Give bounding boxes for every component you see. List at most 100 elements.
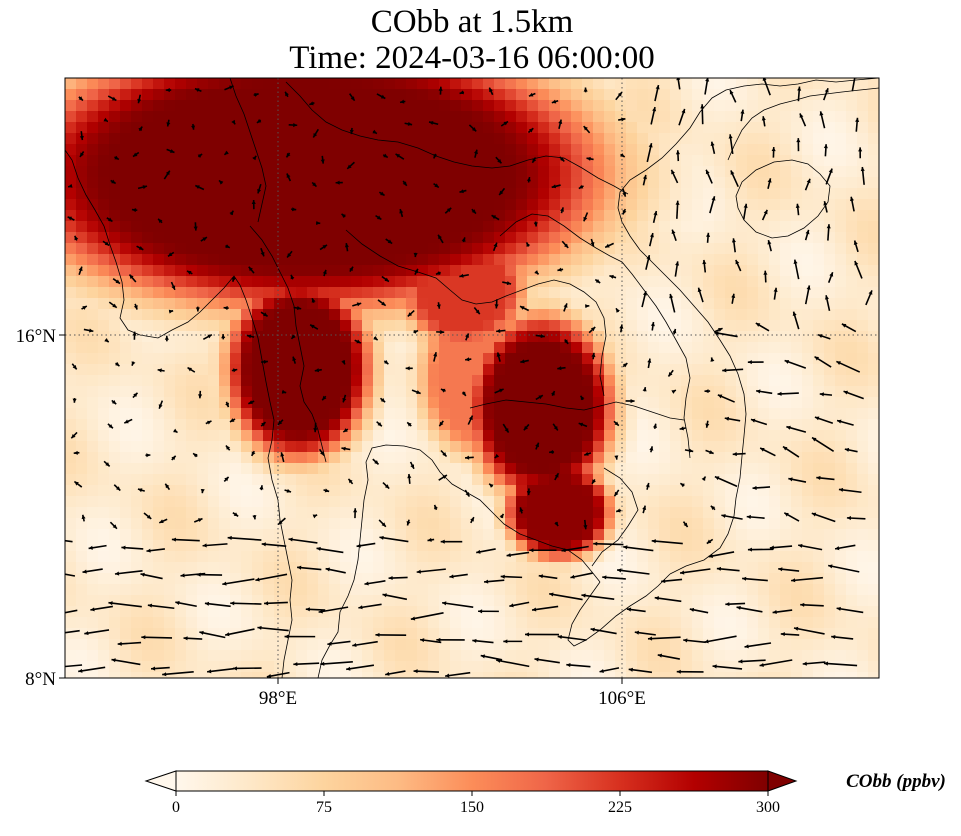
cobb-cell: [219, 287, 231, 299]
cobb-cell: [835, 287, 847, 299]
cobb-cell: [252, 628, 264, 640]
cobb-cell: [549, 144, 561, 156]
cobb-cell: [340, 122, 352, 134]
cobb-cell: [736, 430, 748, 442]
cobb-cell: [76, 364, 88, 376]
cobb-cell: [824, 573, 836, 585]
cobb-cell: [186, 507, 198, 519]
wind-arrow-head: [519, 507, 524, 512]
cobb-cell: [197, 188, 209, 200]
cobb-cell: [780, 210, 792, 222]
cobb-cell: [648, 265, 660, 277]
cobb-cell: [868, 474, 879, 486]
cobb-cell: [230, 265, 242, 277]
cobb-cell: [98, 364, 110, 376]
cobb-cell: [98, 265, 110, 277]
cobb-cell: [670, 408, 682, 420]
wind-arrow-shaft: [714, 475, 738, 488]
cobb-cell: [351, 177, 363, 189]
cobb-cell: [527, 496, 539, 508]
cobb-cell: [604, 287, 616, 299]
cobb-cell: [186, 199, 198, 211]
cobb-cell: [747, 243, 759, 255]
cobb-cell: [670, 430, 682, 442]
cobb-cell: [681, 628, 693, 640]
wind-arrow-head: [164, 335, 169, 340]
cobb-cell: [241, 309, 253, 321]
cobb-cell: [472, 375, 484, 387]
cobb-cell: [252, 221, 264, 233]
cobb-cell: [769, 265, 781, 277]
cobb-cell: [109, 386, 121, 398]
cobb-cell: [560, 155, 572, 167]
cobb-cell: [109, 628, 121, 640]
cobb-cell: [494, 650, 506, 662]
cobb-cell: [769, 331, 781, 343]
cobb-cell: [175, 342, 187, 354]
cobb-cell: [681, 441, 693, 453]
cobb-cell: [516, 331, 528, 343]
cobb-cell: [637, 155, 649, 167]
cobb-cell: [285, 78, 297, 90]
cobb-cell: [406, 529, 418, 541]
cobb-cell: [274, 309, 286, 321]
cobb-cell: [692, 518, 704, 530]
cobb-cell: [813, 562, 825, 574]
cobb-cell: [395, 573, 407, 585]
cobb-cell: [483, 540, 495, 552]
cobb-cell: [604, 628, 616, 640]
cobb-cell: [340, 562, 352, 574]
cobb-cell: [582, 650, 594, 662]
cobb-cell: [791, 441, 803, 453]
cobb-cell: [813, 122, 825, 134]
cobb-cell: [494, 221, 506, 233]
cobb-cell: [296, 639, 308, 651]
cobb-cell: [714, 584, 726, 596]
cobb-cell: [153, 243, 165, 255]
cobb-cell: [175, 452, 187, 464]
cobb-cell: [659, 254, 671, 266]
cobb-cell: [417, 518, 429, 530]
wind-arrow-head: [74, 235, 79, 241]
cobb-cell: [780, 177, 792, 189]
wind-arrow-head: [829, 272, 834, 277]
cobb-cell: [571, 496, 583, 508]
cobb-cell: [681, 606, 693, 618]
cobb-cell: [494, 639, 506, 651]
cobb-cell: [98, 584, 110, 596]
cobb-cell: [604, 342, 616, 354]
wind-arrow-head: [79, 152, 84, 157]
cobb-cell: [142, 441, 154, 453]
cobb-cell: [76, 78, 88, 90]
cobb-cell: [351, 397, 363, 409]
cobb-cell: [824, 617, 836, 629]
cobb-cell: [208, 353, 220, 365]
cobb-cell: [109, 166, 121, 178]
cobb-cell: [681, 133, 693, 145]
cobb-cell: [406, 342, 418, 354]
cobb-cell: [98, 254, 110, 266]
cobb-cell: [395, 122, 407, 134]
cobb-cell: [868, 573, 879, 585]
cobb-cell: [868, 650, 879, 662]
cobb-cell: [483, 100, 495, 112]
cobb-cell: [65, 298, 77, 310]
cobb-cell: [868, 639, 879, 651]
cobb-cell: [835, 606, 847, 618]
cobb-cell: [186, 485, 198, 497]
cobb-cell: [142, 111, 154, 123]
cobb-cell: [494, 320, 506, 332]
cobb-cell: [406, 518, 418, 530]
cobb-cell: [417, 540, 429, 552]
cobb-cell: [439, 650, 451, 662]
cobb-cell: [131, 287, 143, 299]
cobb-cell: [868, 144, 879, 156]
cobb-cell: [340, 199, 352, 211]
cobb-cell: [549, 650, 561, 662]
wind-arrow-head: [788, 477, 793, 482]
cobb-cell: [164, 562, 176, 574]
cobb-cell: [648, 375, 660, 387]
cobb-cell: [373, 144, 385, 156]
cobb-cell: [351, 100, 363, 112]
cobb-cell: [175, 518, 187, 530]
